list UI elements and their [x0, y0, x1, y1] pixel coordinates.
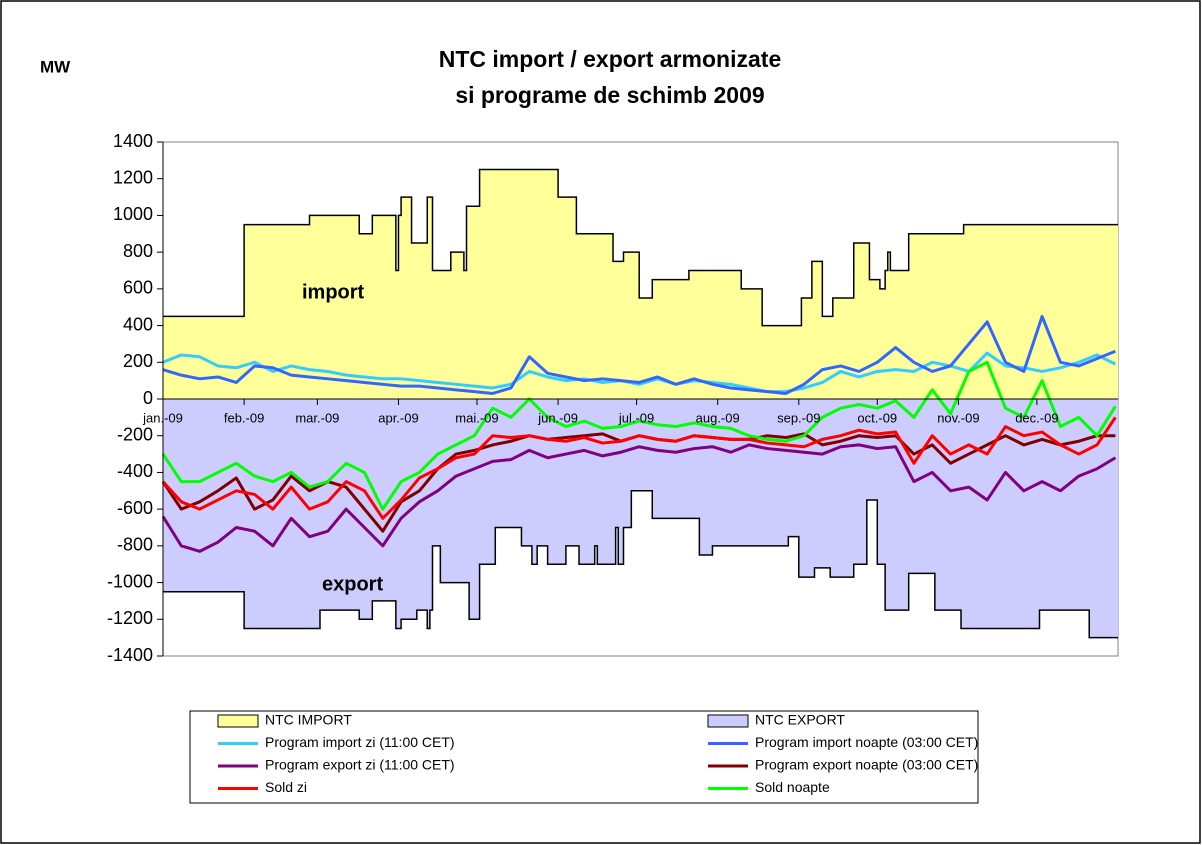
x-tick-label: mar.-09	[295, 410, 339, 425]
y-tick-label: 600	[123, 278, 153, 298]
y-tick-label: 800	[123, 241, 153, 261]
y-tick-label: 1200	[113, 167, 153, 187]
legend-swatch	[707, 714, 749, 728]
legend-label: Sold zi	[265, 779, 307, 795]
legend-entries: NTC IMPORT NTC EXPORT Program import zi (1…	[217, 712, 978, 795]
legend-label: Program export zi (11:00 CET)	[265, 757, 455, 773]
y-tick-label: 1000	[113, 204, 153, 224]
legend	[189, 710, 979, 804]
ntc-area	[163, 399, 1118, 638]
y-tick-label: 0	[143, 388, 153, 408]
y-tick-label: -1400	[107, 645, 153, 665]
legend-label: Program import noapte (03:00 CET)	[755, 734, 978, 750]
y-axis-label: MW	[40, 57, 71, 76]
series-line	[161, 443, 1117, 553]
x-tick-label: dec.-09	[1015, 410, 1058, 425]
legend-label: Program export noapte (03:00 CET)	[755, 757, 978, 773]
x-tick-label: aug.-09	[696, 410, 740, 425]
plot-area: -1400 -1200 -1000 -800 -600 -400 -200 0 200 400 60…	[107, 131, 1119, 665]
x-tick-label: oct.-09	[857, 410, 897, 425]
x-tick-label: nov.-09	[937, 410, 979, 425]
x-tick-label: apr.-09	[378, 410, 418, 425]
y-tick-label: 1400	[113, 131, 153, 151]
y-tick-label: -400	[117, 461, 153, 481]
annotation: import	[302, 281, 365, 303]
series-line	[161, 360, 1117, 511]
x-tick-label: jan.-09	[142, 410, 183, 425]
y-tick-label: -600	[117, 498, 153, 518]
x-tick-label: jul.-09	[618, 410, 654, 425]
series-line	[161, 416, 1117, 520]
legend-label: Sold noapte	[755, 779, 830, 795]
ntc-area	[163, 169, 1118, 399]
legend-label: Program import zi (11:00 CET)	[265, 734, 455, 750]
x-tick-label: mai.-09	[455, 410, 498, 425]
y-tick-label: -1000	[107, 571, 153, 591]
y-tick-label: -800	[117, 535, 153, 555]
chart-title: si programe de schimb 2009	[455, 82, 764, 108]
y-tick-label: -1200	[107, 608, 153, 628]
x-tick-label: jun.-09	[537, 410, 578, 425]
chart-title: NTC import / export armonizate	[439, 46, 781, 72]
y-tick-label: -200	[117, 424, 153, 444]
ntc-line	[163, 490, 1118, 639]
y-tick-label: 400	[123, 314, 153, 334]
series-line	[162, 314, 1116, 395]
x-tick-label: feb.-09	[224, 410, 264, 425]
legend-label: NTC IMPORT	[265, 712, 352, 728]
ntc-line	[163, 168, 1118, 327]
series-line	[162, 351, 1117, 394]
legend-label: NTC EXPORT	[755, 712, 845, 728]
x-tick-label: sep.-09	[777, 410, 820, 425]
y-tick-label: 200	[123, 351, 153, 371]
legend-swatch	[217, 714, 259, 728]
annotation: export	[322, 573, 383, 595]
